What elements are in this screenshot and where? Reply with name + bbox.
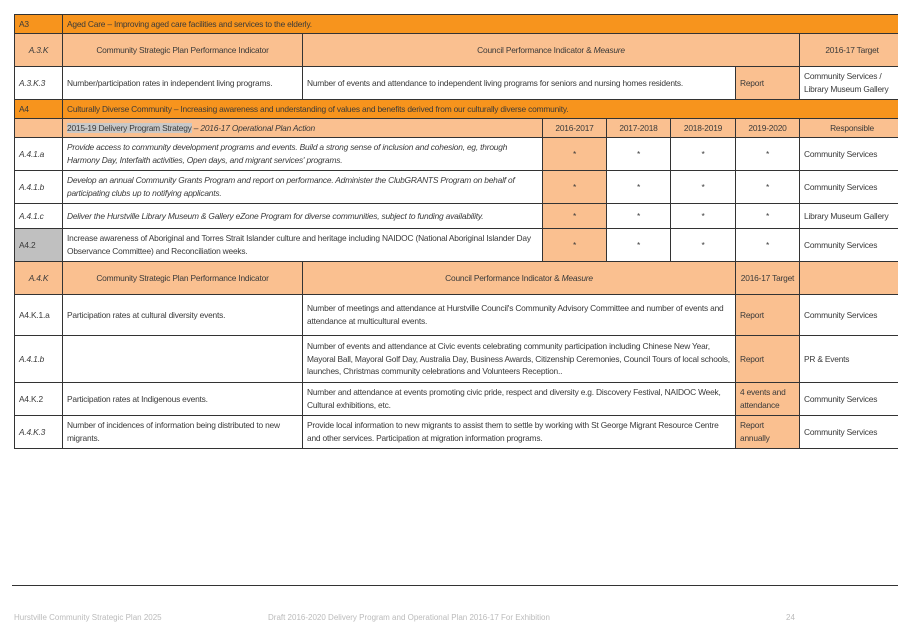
kpi-indicator: Number/participation rates in independen…	[63, 67, 303, 100]
action-responsible: Community Services	[800, 138, 898, 171]
kpi-code: A.3.K.3	[15, 67, 63, 100]
footer-page-number: 24	[786, 613, 795, 622]
kpi-indicator	[63, 336, 303, 383]
year-header: 2019-2020	[736, 119, 800, 138]
kpi-header-council: Council Performance Indicator & Measure	[303, 262, 736, 295]
action-row: A.4.1.c Deliver the Hurstville Library M…	[15, 204, 898, 229]
action-code: A.4.1.a	[15, 138, 63, 171]
action-text: Deliver the Hurstville Library Museum & …	[63, 204, 543, 229]
kpi-row: A.4.1.b Number of events and attendance …	[15, 336, 898, 383]
kpi-responsible: Community Services / Library Museum Gall…	[800, 67, 898, 100]
year-mark: *	[736, 204, 800, 229]
kpi-measure: Number and attendance at events promotin…	[303, 383, 736, 416]
kpi-measure: Number of events and attendance to indep…	[303, 67, 736, 100]
plan-table: A3 Aged Care – Improving aged care facil…	[14, 14, 898, 449]
kpi-header-row: A.3.K Community Strategic Plan Performan…	[15, 34, 898, 67]
kpi-measure: Number of meetings and attendance at Hur…	[303, 295, 736, 336]
year-mark: *	[671, 138, 736, 171]
kpi-code: A4.K.1.a	[15, 295, 63, 336]
kpi-target: Report	[736, 336, 800, 383]
kpi-responsible: Community Services	[800, 295, 898, 336]
kpi-target: Report	[736, 67, 800, 100]
kpi-header-council: Council Performance Indicator & Measure	[303, 34, 800, 67]
kpi-indicator: Number of incidences of information bein…	[63, 416, 303, 449]
year-mark: *	[736, 138, 800, 171]
year-mark: *	[607, 229, 671, 262]
kpi-header-csp: Community Strategic Plan Performance Ind…	[63, 262, 303, 295]
year-header: 2016-2017	[543, 119, 607, 138]
action-label: – 2016-17 Operational Plan Action	[192, 123, 315, 133]
kpi-header-code: A.3.K	[15, 34, 63, 67]
kpi-measure: Number of events and attendance at Civic…	[303, 336, 736, 383]
section-row-a3: A3 Aged Care – Improving aged care facil…	[15, 15, 898, 34]
year-mark: *	[736, 229, 800, 262]
kpi-responsible: PR & Events	[800, 336, 898, 383]
kpi-header-target: 2016-17 Target	[736, 262, 800, 295]
year-mark: *	[607, 138, 671, 171]
action-text: Increase awareness of Aboriginal and Tor…	[63, 229, 543, 262]
kpi-target: Report	[736, 295, 800, 336]
action-responsible: Community Services	[800, 171, 898, 204]
year-mark: *	[671, 229, 736, 262]
action-row: A.4.1.b Develop an annual Community Gran…	[15, 171, 898, 204]
action-code: A.4.1.c	[15, 204, 63, 229]
strategy-label: 2015-19 Delivery Program Strategy	[67, 123, 192, 133]
action-responsible: Community Services	[800, 229, 898, 262]
action-text: Provide access to community development …	[63, 138, 543, 171]
section-title: Aged Care – Improving aged care faciliti…	[63, 15, 898, 34]
kpi-row: A4.K.2 Participation rates at Indigenous…	[15, 383, 898, 416]
kpi-measure: Provide local information to new migrant…	[303, 416, 736, 449]
year-mark: *	[736, 171, 800, 204]
year-header: 2018-2019	[671, 119, 736, 138]
kpi-target: 4 events and attendance	[736, 383, 800, 416]
action-text: Develop an annual Community Grants Progr…	[63, 171, 543, 204]
year-mark: *	[607, 171, 671, 204]
year-mark: *	[543, 204, 607, 229]
kpi-code: A.4.1.b	[15, 336, 63, 383]
year-header: 2017-2018	[607, 119, 671, 138]
strategy-header: 2015-19 Delivery Program Strategy – 2016…	[63, 119, 543, 138]
section-code: A3	[15, 15, 63, 34]
responsible-header: Responsible	[800, 119, 898, 138]
section-code: A4	[15, 100, 63, 119]
action-code: A.4.1.b	[15, 171, 63, 204]
year-mark: *	[671, 204, 736, 229]
kpi-row: A.3.K.3 Number/participation rates in in…	[15, 67, 898, 100]
kpi-indicator: Participation rates at cultural diversit…	[63, 295, 303, 336]
action-row: A4.2 Increase awareness of Aboriginal an…	[15, 229, 898, 262]
section-title: Culturally Diverse Community – Increasin…	[63, 100, 898, 119]
kpi-target: Report annually	[736, 416, 800, 449]
year-mark: *	[543, 171, 607, 204]
kpi-indicator: Participation rates at Indigenous events…	[63, 383, 303, 416]
kpi-row: A4.K.1.a Participation rates at cultural…	[15, 295, 898, 336]
kpi-row: A.4.K.3 Number of incidences of informat…	[15, 416, 898, 449]
action-responsible: Library Museum Gallery	[800, 204, 898, 229]
footer-center: Draft 2016-2020 Delivery Program and Ope…	[268, 613, 550, 622]
kpi-code: A.4.K.3	[15, 416, 63, 449]
strategy-header-row: 2015-19 Delivery Program Strategy – 2016…	[15, 119, 898, 138]
kpi-responsible: Community Services	[800, 416, 898, 449]
action-row: A.4.1.a Provide access to community deve…	[15, 138, 898, 171]
year-mark: *	[543, 138, 607, 171]
kpi-header-target: 2016-17 Target	[800, 34, 898, 67]
kpi-header-csp: Community Strategic Plan Performance Ind…	[63, 34, 303, 67]
year-mark: *	[671, 171, 736, 204]
kpi-header-code: A.4.K	[15, 262, 63, 295]
section-row-a4: A4 Culturally Diverse Community – Increa…	[15, 100, 898, 119]
kpi-code: A4.K.2	[15, 383, 63, 416]
footer-divider	[12, 585, 898, 586]
kpi-responsible: Community Services	[800, 383, 898, 416]
action-code: A4.2	[15, 229, 63, 262]
footer-left: Hurstville Community Strategic Plan 2025	[14, 613, 162, 622]
year-mark: *	[543, 229, 607, 262]
kpi-header-row: A.4.K Community Strategic Plan Performan…	[15, 262, 898, 295]
year-mark: *	[607, 204, 671, 229]
